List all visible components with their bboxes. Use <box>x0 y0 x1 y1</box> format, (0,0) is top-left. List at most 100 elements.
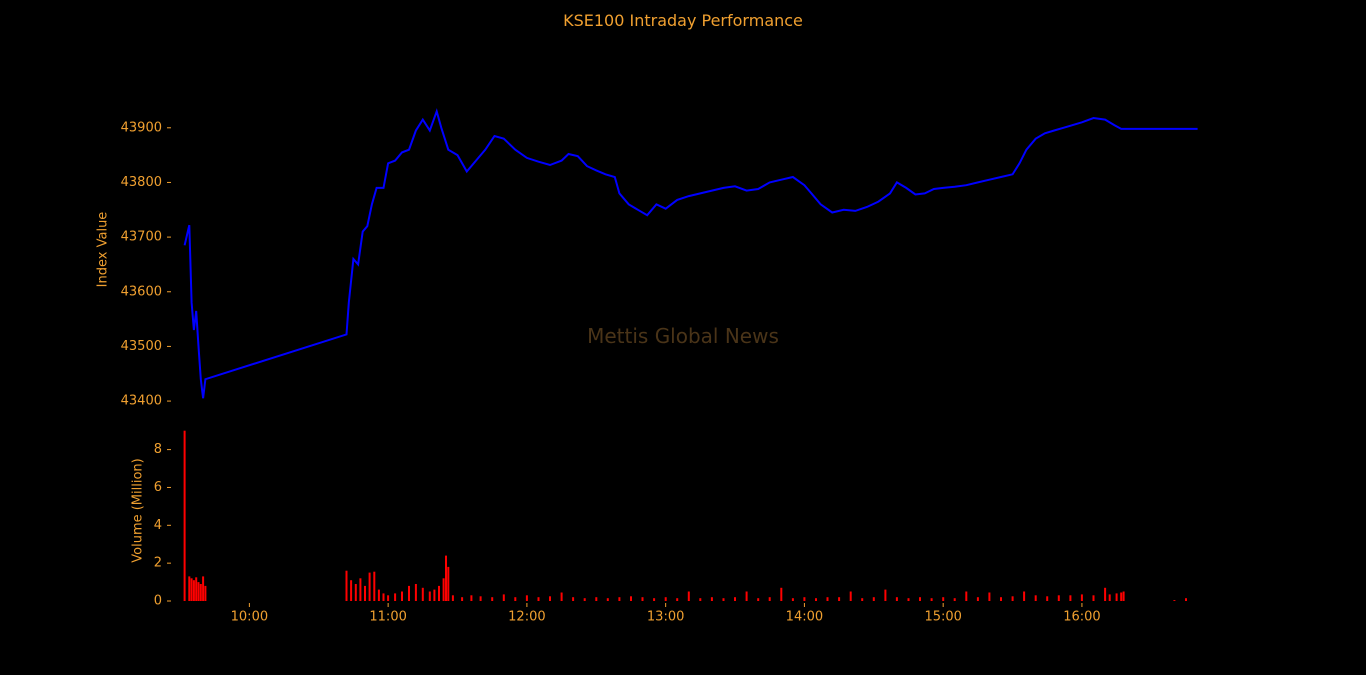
volume-bar <box>433 589 436 601</box>
volume-bar <box>377 589 380 601</box>
volume-bar <box>387 595 390 601</box>
volume-bar <box>428 591 431 601</box>
index-tick-label: 43900 <box>121 120 162 135</box>
volume-bar <box>1104 587 1107 601</box>
index-y-axis: 43400 43500 43600 43700 43800 43900 <box>121 120 171 409</box>
volume-bar <box>953 598 956 601</box>
volume-bar <box>1185 598 1187 601</box>
volume-bar <box>988 592 991 601</box>
volume-bar <box>745 591 748 601</box>
volume-bar <box>641 597 644 601</box>
volume-bar <box>710 597 713 601</box>
volume-bar <box>803 597 806 601</box>
volume-bar <box>442 578 445 601</box>
volume-bar <box>572 597 575 601</box>
index-tick-label: 43800 <box>121 175 162 190</box>
volume-bar <box>202 576 205 601</box>
volume-bar <box>549 596 551 601</box>
volume-bar <box>461 597 464 601</box>
time-tick-label: 14:00 <box>786 610 823 625</box>
volume-bar <box>1000 597 1002 601</box>
volume-bar <box>1023 591 1026 601</box>
volume-bar <box>884 589 887 601</box>
volume-bar <box>414 584 417 601</box>
time-tick-label: 12:00 <box>508 610 545 625</box>
volume-bar <box>1057 595 1060 601</box>
volume-bar <box>861 598 864 601</box>
volume-bar <box>768 597 771 601</box>
volume-bar <box>479 596 482 601</box>
volume-bar <box>1046 596 1049 601</box>
chart-title: KSE100 Intraday Performance <box>563 11 803 30</box>
time-tick-label: 15:00 <box>924 610 961 625</box>
volume-bar <box>734 597 736 601</box>
volume-bar <box>197 582 200 601</box>
volume-bar <box>606 598 609 601</box>
volume-bar <box>687 591 690 601</box>
volume-bar <box>447 566 450 601</box>
index-tick-label: 43600 <box>121 284 162 299</box>
time-tick-label: 10:00 <box>231 610 268 625</box>
volume-tick-label: 0 <box>154 594 162 609</box>
volume-bar <box>1080 594 1083 601</box>
volume-bar <box>653 598 656 601</box>
volume-bar <box>408 585 410 601</box>
volume-bar <box>491 597 494 601</box>
volume-bar <box>838 597 841 601</box>
volume-bar <box>354 584 357 601</box>
volume-bar <box>1120 592 1123 601</box>
volume-bar <box>502 594 505 601</box>
volume-bar <box>470 595 473 601</box>
time-tick-label: 11:00 <box>369 610 406 625</box>
volume-bar <box>942 597 945 601</box>
index-tick-label: 43400 <box>121 394 162 409</box>
time-tick-label: 13:00 <box>647 610 684 625</box>
volume-tick-label: 2 <box>154 556 162 571</box>
volume-bar <box>199 584 202 601</box>
volume-bar <box>930 598 933 601</box>
volume-bar <box>722 598 725 601</box>
volume-bar <box>204 585 207 601</box>
volume-bar <box>188 576 191 601</box>
volume-bar <box>699 598 702 601</box>
volume-bar <box>1069 595 1072 601</box>
volume-bar <box>757 598 760 601</box>
volume-bar <box>1122 591 1125 601</box>
volume-bar <box>976 597 979 601</box>
volume-bar <box>537 597 540 601</box>
volume-bar <box>895 597 898 601</box>
volume-tick-label: 4 <box>154 518 162 533</box>
volume-bar <box>183 430 186 601</box>
volume-bar <box>514 597 517 601</box>
volume-bar <box>664 597 667 601</box>
volume-bar <box>583 598 586 601</box>
volume-bar <box>445 555 447 601</box>
volume-bar <box>421 587 424 601</box>
volume-bar <box>368 572 371 601</box>
volume-bar <box>401 591 403 601</box>
volume-bar <box>1034 595 1037 601</box>
volume-bar <box>1092 595 1095 601</box>
volume-bar <box>849 591 852 601</box>
volume-bar <box>373 571 376 601</box>
volume-bar <box>618 597 621 601</box>
volume-tick-label: 6 <box>154 480 162 495</box>
watermark: Mettis Global News <box>587 324 779 348</box>
volume-bar <box>965 591 968 601</box>
volume-bar <box>192 580 195 601</box>
volume-bar <box>872 597 875 601</box>
volume-bar <box>826 597 829 601</box>
volume-bar <box>525 595 528 601</box>
volume-bar <box>1011 596 1014 601</box>
volume-bars <box>183 430 1187 601</box>
volume-bar <box>676 598 679 601</box>
volume-bar <box>359 578 362 601</box>
volume-y-axis: 0 2 4 6 8 <box>154 442 171 609</box>
volume-bar <box>1173 600 1176 601</box>
volume-bar <box>919 597 921 601</box>
volume-bar <box>195 577 198 601</box>
volume-bar <box>791 598 794 601</box>
volume-bar <box>560 592 563 601</box>
volume-bar <box>630 596 632 601</box>
